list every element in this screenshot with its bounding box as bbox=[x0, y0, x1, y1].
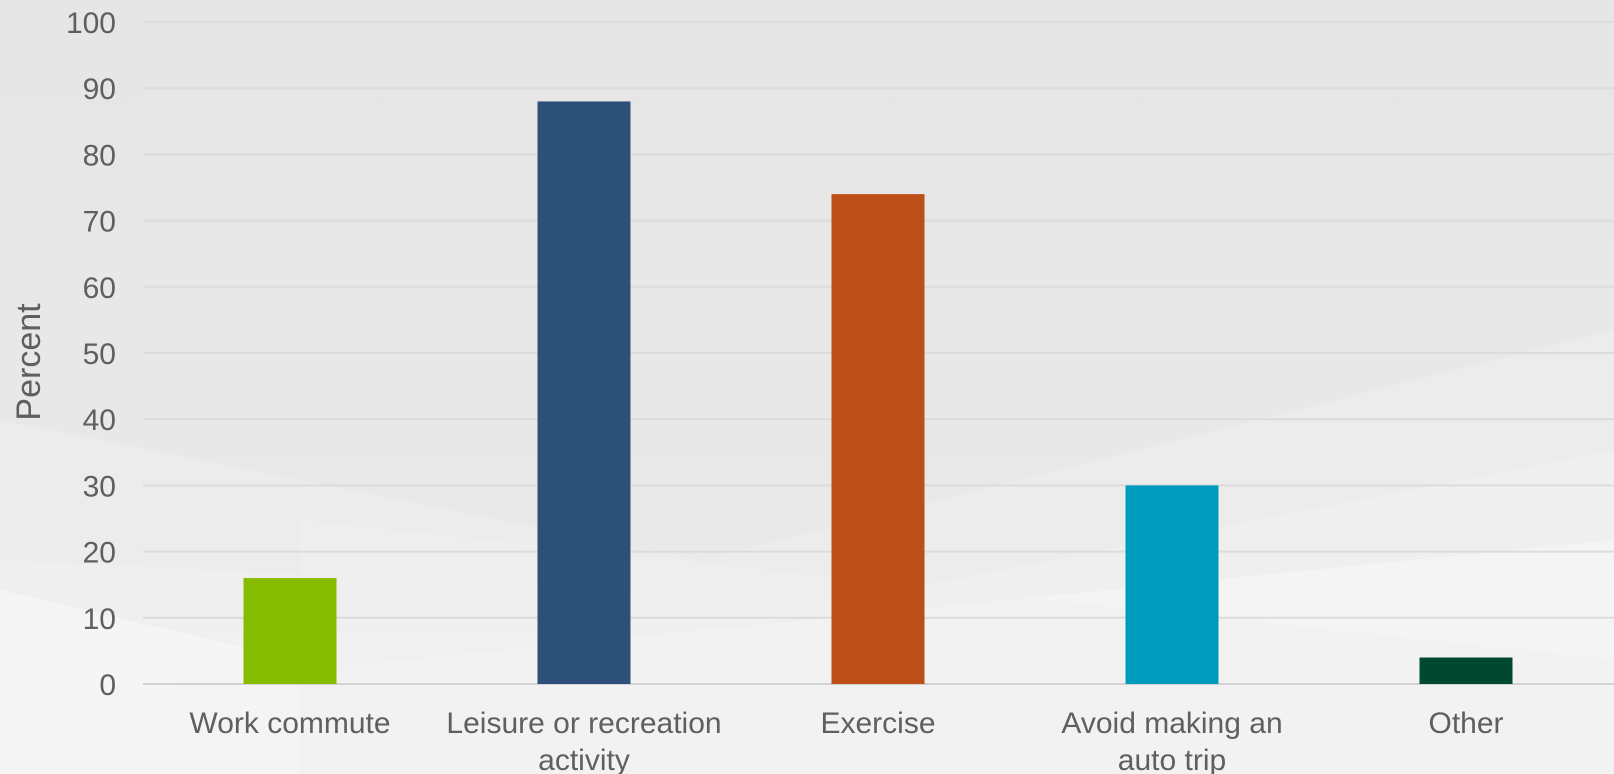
x-axis-labels: Work commute Leisure or recreation activit… bbox=[189, 707, 1503, 774]
y-tick-label: 0 bbox=[99, 669, 116, 702]
x-category-label-line: activity bbox=[538, 744, 630, 774]
y-axis-ticks: 0 10 20 30 40 50 60 70 80 90 100 bbox=[66, 7, 116, 702]
y-tick-label: 60 bbox=[83, 272, 116, 305]
y-tick-label: 20 bbox=[83, 537, 116, 570]
x-category-label: Work commute bbox=[189, 707, 390, 740]
bar bbox=[243, 578, 337, 684]
y-axis-title: Percent bbox=[10, 303, 48, 421]
bar bbox=[831, 194, 925, 684]
x-category-label: Other bbox=[1428, 707, 1503, 740]
x-category-label-line: Leisure or recreation bbox=[446, 707, 721, 740]
x-category-label: Leisure or recreation activity bbox=[446, 707, 721, 774]
y-tick-label: 90 bbox=[83, 73, 116, 106]
x-category-label-line: auto trip bbox=[1118, 744, 1226, 774]
x-category-label-line: Other bbox=[1428, 707, 1503, 740]
x-category-label-line: Work commute bbox=[189, 707, 390, 740]
bars bbox=[243, 101, 1513, 684]
y-tick-label: 50 bbox=[83, 338, 116, 371]
y-tick-label: 70 bbox=[83, 206, 116, 239]
x-category-label: Exercise bbox=[820, 707, 935, 740]
x-category-label: Avoid making an auto trip bbox=[1061, 707, 1282, 774]
bar bbox=[1419, 657, 1513, 684]
x-category-label-line: Avoid making an bbox=[1061, 707, 1282, 740]
bar bbox=[537, 101, 631, 684]
x-category-label-line: Exercise bbox=[820, 707, 935, 740]
y-tick-label: 80 bbox=[83, 139, 116, 172]
y-tick-label: 10 bbox=[83, 603, 116, 636]
y-tick-label: 40 bbox=[83, 404, 116, 437]
bar bbox=[1125, 485, 1219, 684]
y-tick-label: 100 bbox=[66, 7, 116, 40]
y-tick-label: 30 bbox=[83, 470, 116, 503]
